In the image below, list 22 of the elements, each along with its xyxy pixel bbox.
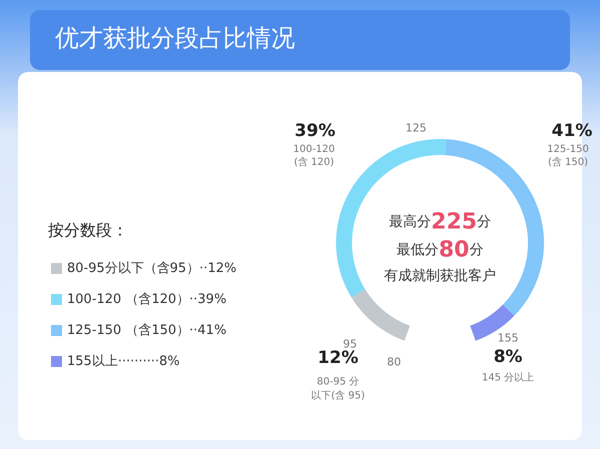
text: 125-150 (含 150) (547, 144, 589, 168)
data-label: 12% (318, 348, 358, 368)
text: 125 (406, 122, 426, 134)
text: 155 (498, 332, 518, 344)
legend-label: 155以上··········8% (67, 354, 180, 369)
text: 100-120 (含 120) (293, 144, 335, 168)
chart-title: 优才获批分段占比情况 (55, 23, 295, 54)
legend-label: 100-120 （含120）··39% (67, 292, 226, 307)
text: 80-95 分 (316, 376, 360, 388)
text: 有成就制获批客户 (384, 268, 496, 284)
text: 95 (343, 338, 357, 350)
legend-label: 125-150 （含150）··41% (67, 323, 226, 338)
text: 最低分80分 (396, 238, 484, 262)
data-label: 8% (494, 347, 522, 367)
legend-label: 80-95分以下（含95）··12% (67, 261, 236, 276)
text: 最高分225分 (389, 210, 491, 234)
text: 145 分以上 (482, 372, 534, 384)
data-label: 39% (294, 121, 336, 141)
data-label: 41% (552, 121, 592, 141)
text: 以下(含 95) (311, 390, 365, 402)
legend-title: 按分数段： (48, 220, 128, 240)
text: 80 (387, 356, 401, 368)
